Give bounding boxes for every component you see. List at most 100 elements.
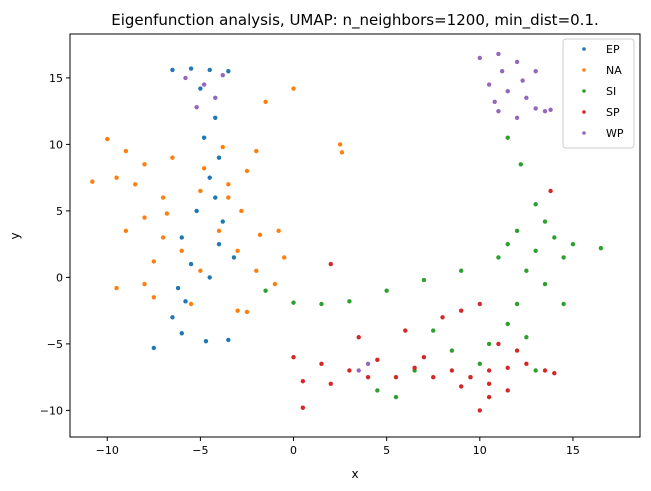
data-point bbox=[188, 66, 194, 71]
data-point bbox=[142, 281, 147, 287]
data-point bbox=[300, 405, 306, 410]
data-point bbox=[263, 288, 268, 293]
data-point bbox=[524, 268, 529, 273]
x-tick-label: −5 bbox=[192, 444, 208, 457]
data-point bbox=[337, 142, 343, 147]
data-point bbox=[496, 108, 501, 114]
data-point bbox=[533, 202, 538, 207]
data-point bbox=[226, 182, 231, 187]
data-point bbox=[548, 188, 553, 194]
y-axis: −10 −5 0 5 10 15 bbox=[40, 72, 70, 417]
chart-title: Eigenfunction analysis, UMAP: n_neighbor… bbox=[111, 11, 599, 30]
data-point bbox=[123, 228, 129, 234]
data-point bbox=[505, 135, 510, 140]
data-point bbox=[151, 295, 157, 300]
legend-marker bbox=[582, 47, 586, 51]
data-point bbox=[123, 148, 129, 154]
data-point bbox=[384, 288, 389, 293]
data-point bbox=[151, 345, 157, 351]
data-point bbox=[393, 394, 399, 400]
data-point bbox=[272, 281, 278, 287]
data-point bbox=[514, 115, 520, 120]
data-point bbox=[477, 55, 483, 61]
data-point bbox=[514, 348, 520, 353]
data-point bbox=[132, 182, 138, 187]
data-point bbox=[105, 136, 110, 142]
data-point bbox=[356, 335, 361, 340]
data-point bbox=[235, 308, 240, 313]
data-point bbox=[328, 261, 333, 267]
data-point bbox=[203, 339, 209, 344]
data-point bbox=[291, 300, 296, 305]
data-point bbox=[542, 281, 548, 287]
data-point bbox=[170, 315, 175, 320]
data-point bbox=[170, 67, 175, 73]
data-point bbox=[142, 215, 147, 220]
data-point bbox=[524, 335, 529, 340]
data-point bbox=[524, 361, 529, 367]
data-point bbox=[175, 285, 181, 291]
data-point bbox=[412, 365, 417, 371]
data-point bbox=[216, 241, 222, 247]
data-point bbox=[514, 228, 520, 234]
legend: EP NA SI SP WP bbox=[562, 38, 635, 149]
data-point bbox=[421, 354, 427, 360]
data-point bbox=[533, 106, 538, 111]
data-point bbox=[505, 388, 510, 393]
data-point bbox=[548, 107, 553, 113]
legend-marker bbox=[582, 131, 586, 135]
data-point bbox=[431, 374, 436, 380]
data-point bbox=[213, 195, 218, 200]
data-point bbox=[291, 86, 296, 91]
data-point bbox=[542, 108, 548, 114]
legend-label: NA bbox=[606, 64, 622, 77]
legend-marker bbox=[582, 110, 586, 114]
data-point bbox=[499, 69, 505, 74]
x-tick-label: 10 bbox=[473, 444, 487, 457]
data-point bbox=[160, 195, 166, 200]
data-point bbox=[570, 241, 576, 247]
data-point bbox=[542, 368, 548, 373]
legend-marker bbox=[582, 68, 586, 72]
data-point bbox=[421, 277, 427, 283]
data-point bbox=[365, 361, 371, 367]
legend-label: WP bbox=[606, 127, 624, 140]
data-point bbox=[552, 235, 557, 240]
data-point bbox=[561, 301, 566, 307]
y-tick-label: −5 bbox=[47, 338, 63, 351]
plot-area bbox=[69, 33, 641, 438]
data-point bbox=[561, 255, 566, 260]
legend-label: EP bbox=[606, 43, 620, 56]
series-wp bbox=[183, 51, 553, 373]
data-point bbox=[403, 328, 408, 333]
data-point bbox=[505, 365, 510, 371]
data-point bbox=[505, 321, 510, 327]
series-sp bbox=[291, 188, 557, 413]
data-point bbox=[220, 73, 225, 78]
data-point bbox=[542, 219, 548, 224]
series-ep bbox=[151, 66, 237, 351]
data-point bbox=[458, 384, 464, 389]
data-point bbox=[514, 59, 520, 65]
data-point bbox=[183, 75, 188, 81]
data-point bbox=[220, 219, 225, 224]
data-point bbox=[226, 69, 231, 74]
data-point bbox=[431, 328, 436, 333]
data-point bbox=[347, 368, 352, 373]
data-point bbox=[518, 162, 523, 167]
data-point bbox=[207, 67, 212, 73]
y-tick-label: 15 bbox=[49, 72, 63, 85]
data-point bbox=[496, 51, 501, 57]
data-point bbox=[194, 104, 199, 110]
data-point bbox=[207, 275, 212, 280]
data-point bbox=[90, 179, 95, 184]
y-tick-label: 5 bbox=[56, 205, 63, 218]
data-point bbox=[520, 78, 525, 83]
y-tick-label: −10 bbox=[40, 404, 63, 417]
series-na bbox=[90, 86, 345, 315]
y-axis-label: y bbox=[8, 232, 22, 239]
data-point bbox=[254, 268, 259, 273]
data-point bbox=[533, 69, 538, 74]
data-point bbox=[468, 374, 473, 380]
